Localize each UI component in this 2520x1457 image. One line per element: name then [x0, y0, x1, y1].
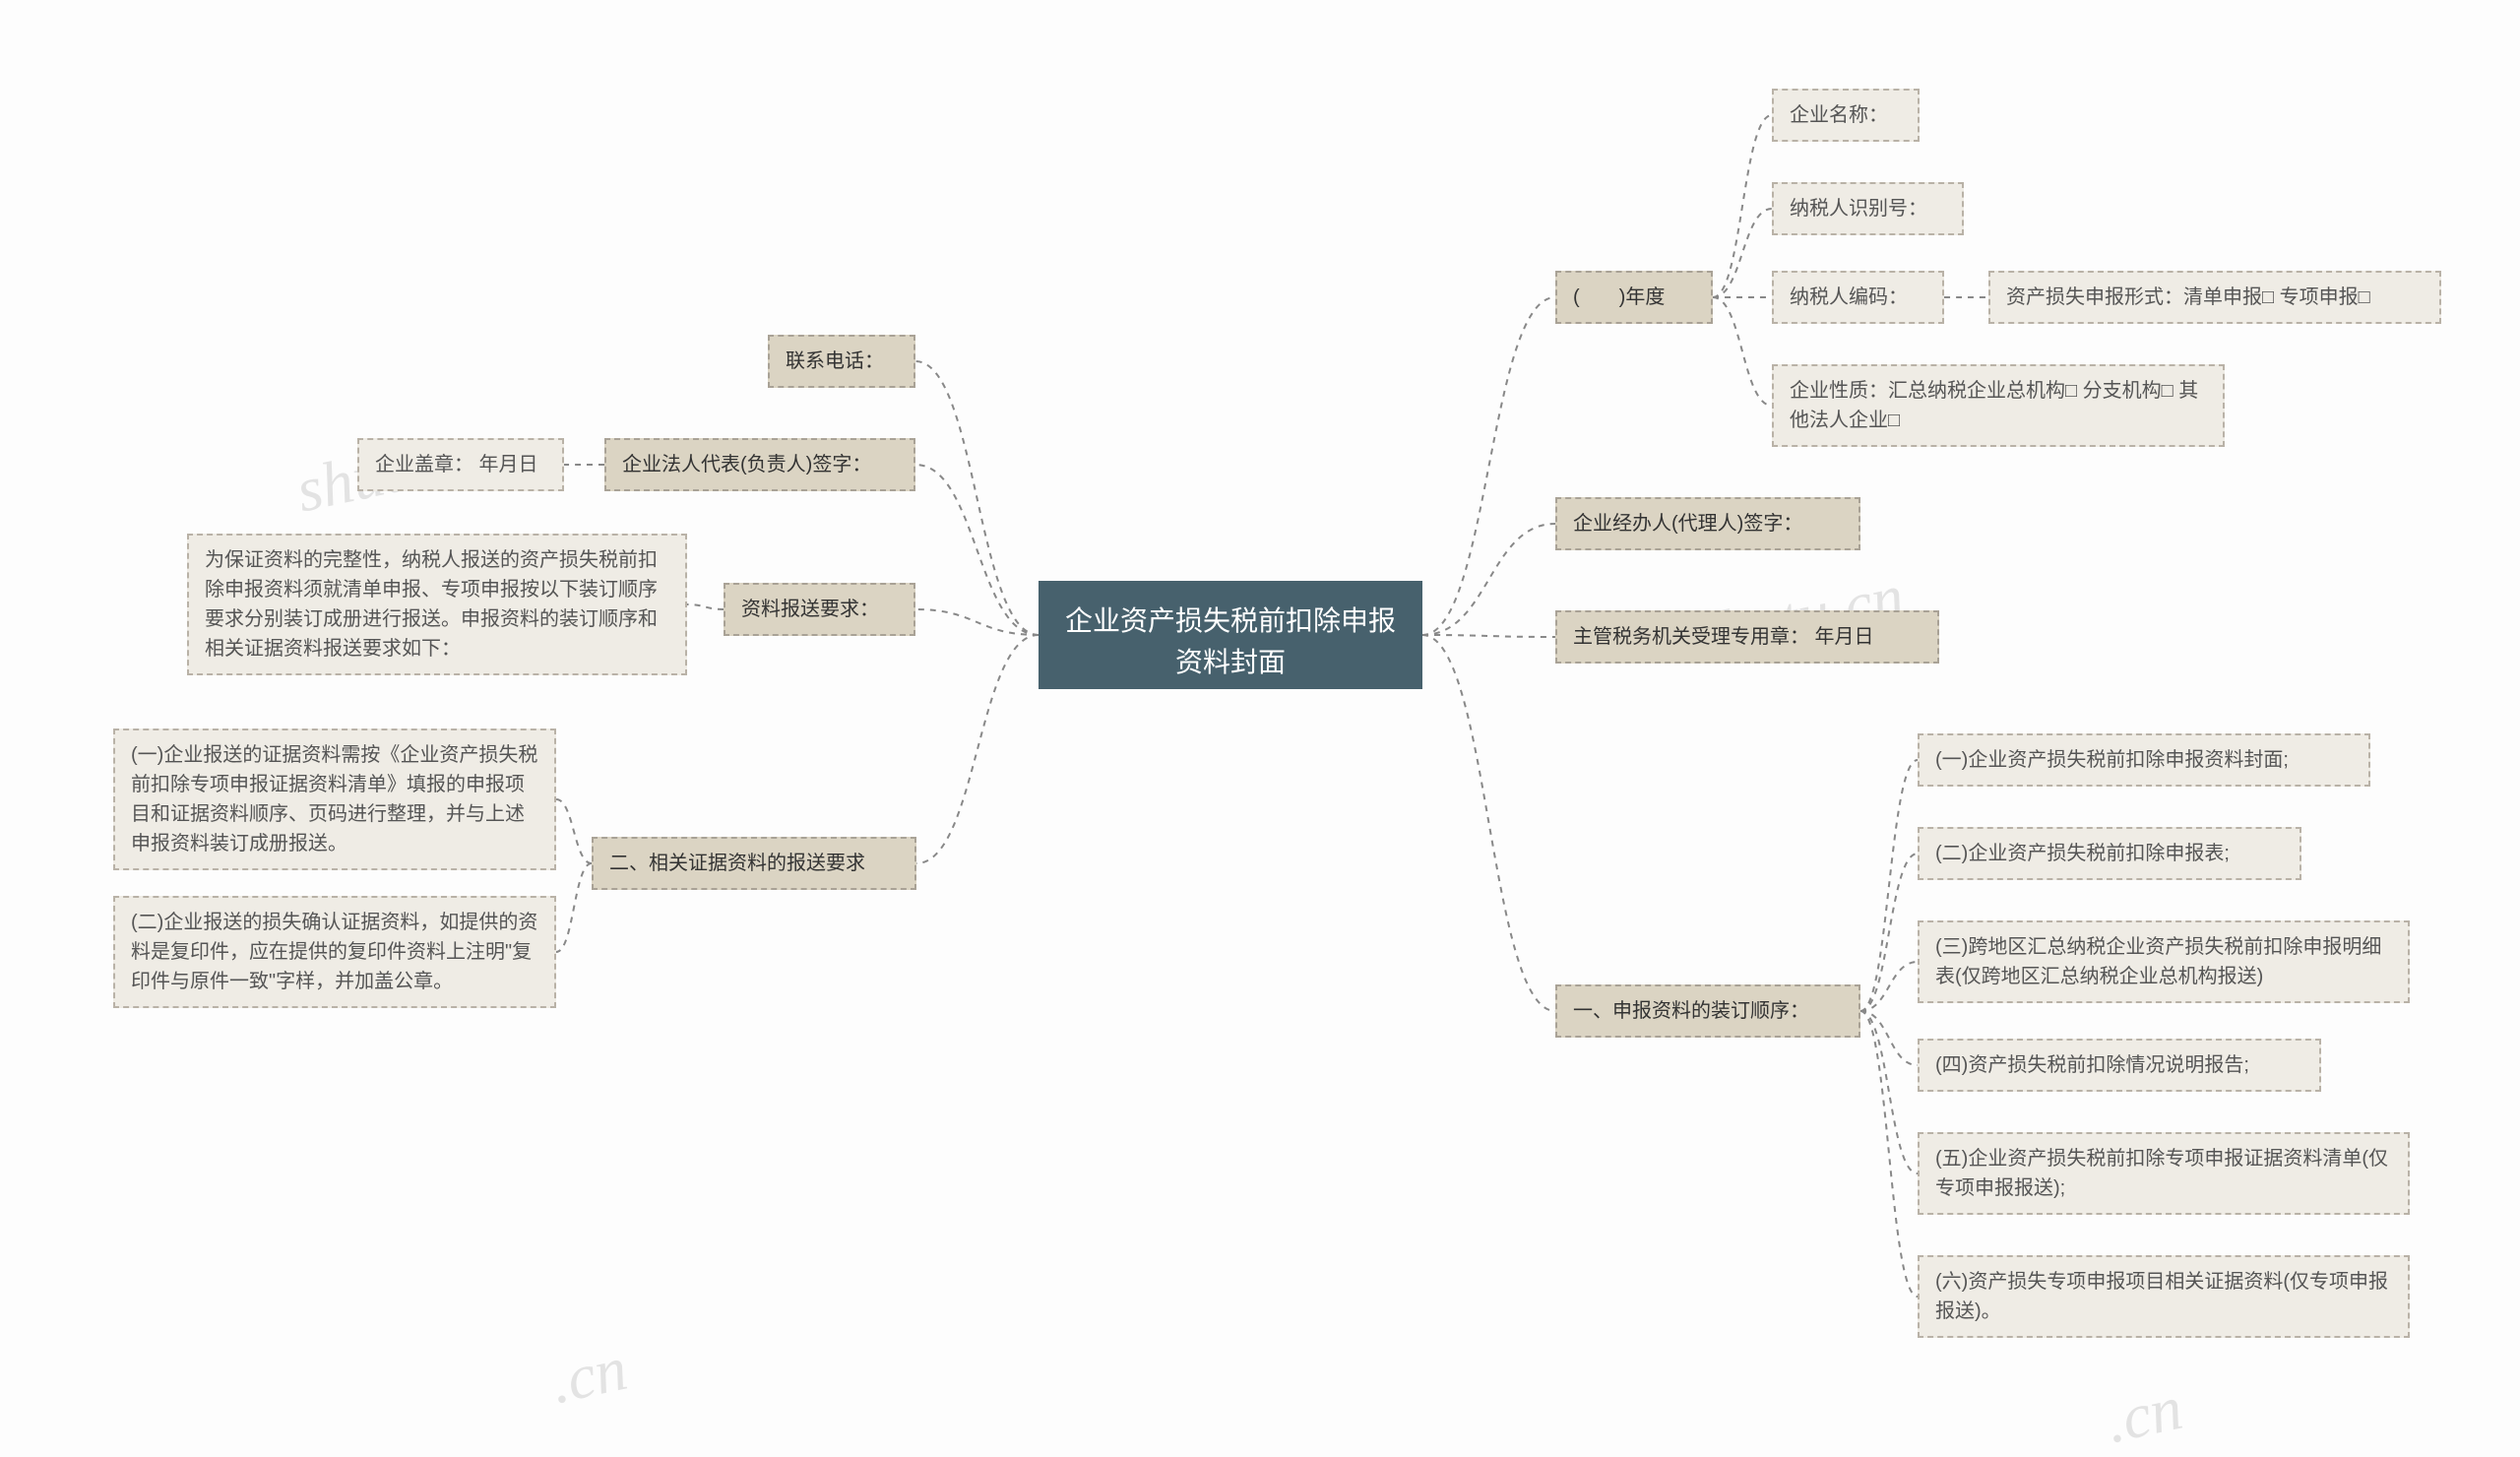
branch-node: 主管税务机关受理专用章： 年月日 [1555, 610, 1939, 664]
leaf-node: 企业名称： [1772, 89, 1920, 142]
branch-node: ( )年度 [1555, 271, 1713, 324]
leaf-node: (五)企业资产损失税前扣除专项申报证据资料清单(仅专项申报报送); [1918, 1132, 2410, 1215]
leaf-node: (三)跨地区汇总纳税企业资产损失税前扣除申报明细表(仅跨地区汇总纳税企业总机构报… [1918, 920, 2410, 1003]
leaf-node: (二)企业资产损失税前扣除申报表; [1918, 827, 2301, 880]
branch-node: 二、相关证据资料的报送要求 [592, 837, 916, 890]
leaf-node: (六)资产损失专项申报项目相关证据资料(仅专项申报报送)。 [1918, 1255, 2410, 1338]
leaf-node: (一)企业报送的证据资料需按《企业资产损失税前扣除专项申报证据资料清单》填报的申… [113, 728, 556, 870]
branch-node: 企业经办人(代理人)签字： [1555, 497, 1860, 550]
leaf-node: 为保证资料的完整性，纳税人报送的资产损失税前扣除申报资料须就清单申报、专项申报按… [187, 534, 687, 675]
root-text: 企业资产损失税前扣除申报资料封面 [1065, 605, 1396, 677]
leaf-node: 企业盖章： 年月日 [357, 438, 564, 491]
branch-node: 企业法人代表(负责人)签字： [604, 438, 915, 491]
leaf-node: (四)资产损失税前扣除情况说明报告; [1918, 1039, 2321, 1092]
leaf-node: (一)企业资产损失税前扣除申报资料封面; [1918, 733, 2370, 787]
leaf-node: 企业性质：汇总纳税企业总机构□ 分支机构□ 其他法人企业□ [1772, 364, 2225, 447]
watermark: .cn [544, 1332, 633, 1419]
leaf-node: 资产损失申报形式：清单申报□ 专项申报□ [1988, 271, 2441, 324]
leaf-node: 纳税人识别号： [1772, 182, 1964, 235]
watermark: .cn [2100, 1371, 2188, 1457]
root-node: 企业资产损失税前扣除申报资料封面 [1039, 581, 1422, 689]
leaf-node: 纳税人编码： [1772, 271, 1944, 324]
leaf-node: (二)企业报送的损失确认证据资料，如提供的资料是复印件，应在提供的复印件资料上注… [113, 896, 556, 1008]
branch-node: 资料报送要求： [724, 583, 915, 636]
branch-node: 一、申报资料的装订顺序： [1555, 984, 1860, 1038]
branch-node: 联系电话： [768, 335, 915, 388]
